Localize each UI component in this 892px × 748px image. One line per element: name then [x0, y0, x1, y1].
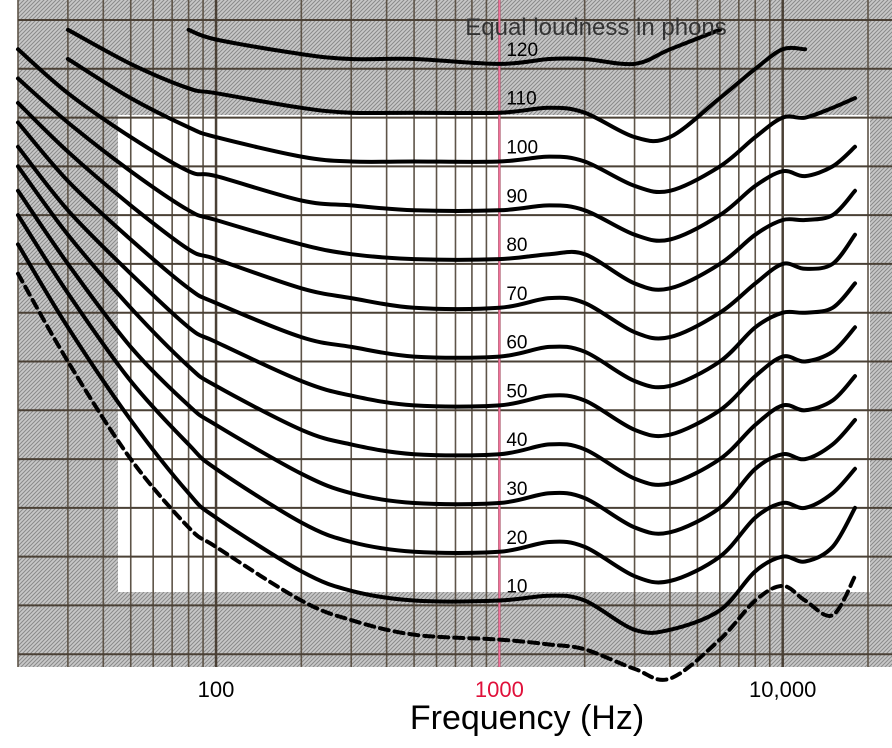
- chart-title: Equal loudness in phons: [465, 14, 727, 41]
- x-tick-label-100: 100: [198, 677, 235, 702]
- curve-label-90: 90: [506, 186, 527, 207]
- curve-label-80: 80: [506, 235, 527, 256]
- curve-label-60: 60: [506, 333, 527, 354]
- curve-label-120: 120: [506, 40, 538, 61]
- curve-label-110: 110: [506, 89, 536, 110]
- curve-label-50: 50: [506, 381, 527, 402]
- curve-label-20: 20: [506, 528, 527, 549]
- curve-label-70: 70: [506, 284, 527, 305]
- curve-label-30: 30: [506, 479, 527, 500]
- x-tick-label-10000: 10,000: [749, 677, 816, 702]
- curve-label-100: 100: [506, 137, 538, 158]
- curve-label-10: 10: [506, 577, 527, 598]
- x-axis-label: Frequency (Hz): [410, 699, 644, 737]
- curve-label-40: 40: [506, 430, 527, 451]
